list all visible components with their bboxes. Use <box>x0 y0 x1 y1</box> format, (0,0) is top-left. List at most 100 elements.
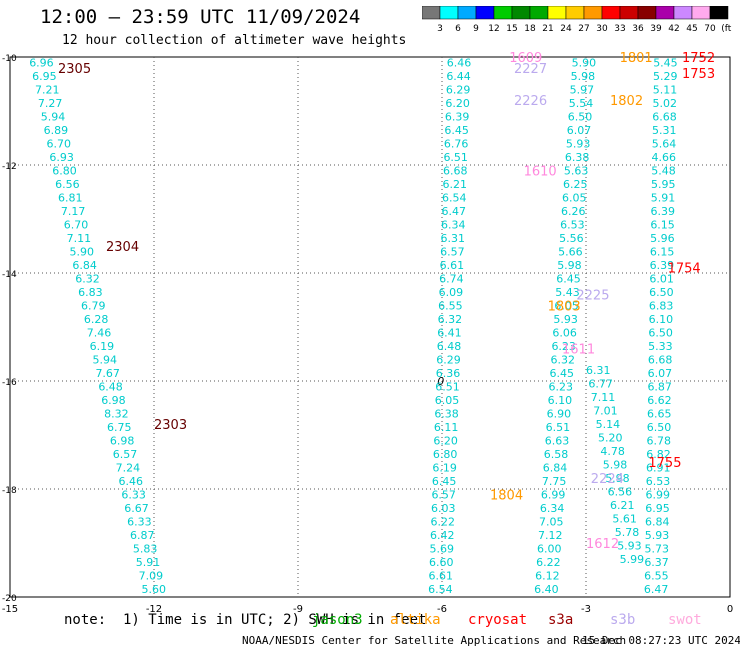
page-subtitle: 12 hour collection of altimeter wave hei… <box>62 33 407 48</box>
scale-tick-label: 27 <box>578 24 589 34</box>
wave-height-value: 6.80 <box>433 448 458 461</box>
wave-height-value: 6.39 <box>650 259 675 272</box>
wave-height-value: 6.78 <box>646 434 671 447</box>
wave-height-value: 6.07 <box>567 124 592 137</box>
scale-tick-label: 6 <box>455 24 461 34</box>
wave-height-value: 6.29 <box>436 353 461 366</box>
wave-height-value: 6.87 <box>647 380 672 393</box>
wave-height-value: 6.84 <box>72 259 97 272</box>
wave-height-value: 6.05 <box>435 394 460 407</box>
wave-height-value: 5.98 <box>557 259 582 272</box>
wave-height-value: 6.80 <box>52 164 77 177</box>
wave-height-value: 6.22 <box>536 556 561 569</box>
wave-height-value: 6.15 <box>650 245 675 258</box>
wave-height-value: 5.45 <box>653 56 678 69</box>
wave-height-value: 6.53 <box>646 475 671 488</box>
pass-time-label: 2304 <box>106 240 139 255</box>
wave-height-value: 7.21 <box>35 83 60 96</box>
wave-height-value: 6.48 <box>437 340 462 353</box>
wave-height-value: 6.29 <box>446 83 471 96</box>
wave-height-value: 6.38 <box>434 407 459 420</box>
scale-swatch <box>709 6 729 20</box>
pass-time-label: 1609 <box>509 51 542 66</box>
wave-height-value: 6.77 <box>588 378 613 391</box>
scale-tick-label: 42 <box>668 24 679 34</box>
wave-height-value: 6.26 <box>561 205 586 218</box>
wave-height-value: 6.34 <box>441 218 466 231</box>
wave-height-value: 6.12 <box>535 569 560 582</box>
wave-height-value: 6.84 <box>543 461 568 474</box>
wave-height-value: 6.76 <box>444 137 469 150</box>
pass-time-label: 2227 <box>514 62 547 77</box>
scale-swatch <box>422 6 441 20</box>
wave-height-value: 5.83 <box>133 542 158 555</box>
wave-height-value: 6.19 <box>432 461 457 474</box>
wave-height-value: 6.57 <box>440 245 465 258</box>
wave-height-value: 6.50 <box>648 326 673 339</box>
wave-height-value: 5.93 <box>566 137 591 150</box>
wave-height-value: 7.24 <box>116 461 141 474</box>
wave-height-value: 6.47 <box>442 205 467 218</box>
wave-height-value: 6.05 <box>562 191 587 204</box>
wave-height-value: 6.51 <box>435 380 460 393</box>
wave-height-value: 6.83 <box>649 299 674 312</box>
wave-height-value: 5.14 <box>596 418 621 431</box>
scale-swatch <box>583 6 603 20</box>
altimeter-tracks: 6.966.957.217.275.946.896.706.936.806.56… <box>29 56 678 596</box>
wave-height-value: 4.78 <box>600 445 625 458</box>
wave-height-value: 6.31 <box>441 232 466 245</box>
wave-height-value: 5.20 <box>598 432 623 445</box>
wave-height-value: 5.73 <box>645 542 670 555</box>
x-tick-label: -12 <box>146 604 162 615</box>
scale-swatch <box>565 6 585 20</box>
wave-height-value: 6.23 <box>551 340 576 353</box>
wave-height-value: 6.89 <box>44 124 69 137</box>
wave-height-value: 5.94 <box>93 353 118 366</box>
x-tick-label: 0 <box>727 604 733 615</box>
wave-height-value: 6.10 <box>548 394 573 407</box>
wave-height-value: 5.99 <box>620 553 645 566</box>
wave-height-value: 6.51 <box>443 151 468 164</box>
wave-height-value: 7.12 <box>538 529 563 542</box>
wave-height-value: 6.07 <box>648 367 673 380</box>
wave-height-value: 6.45 <box>556 272 581 285</box>
wave-height-value: 6.67 <box>124 502 148 515</box>
wave-height-value: 7.11 <box>67 232 92 245</box>
wave-height-value: 6.20 <box>433 434 458 447</box>
wave-height-value: 6.38 <box>565 151 590 164</box>
wave-height-value: 6.50 <box>647 421 672 434</box>
scale-swatch <box>493 6 513 20</box>
wave-height-value: 6.56 <box>608 486 633 499</box>
wave-height-value: 5.91 <box>136 556 161 569</box>
wave-height-value: 6.70 <box>46 137 70 150</box>
scale-swatch <box>637 6 657 20</box>
wave-height-value: 7.27 <box>38 97 63 110</box>
wave-height-value: 6.10 <box>649 313 674 326</box>
grid <box>9 56 731 598</box>
scale-tick-label: 45 <box>686 24 697 34</box>
pass-time-label: 2305 <box>58 62 91 77</box>
wave-height-value: 6.58 <box>544 448 569 461</box>
wave-height-value: 6.00 <box>537 542 562 555</box>
scale-tick-label: 18 <box>524 24 536 34</box>
wave-height-value: 6.90 <box>547 407 572 420</box>
wave-height-value: 6.31 <box>586 364 611 377</box>
pass-time-label: 1755 <box>648 456 681 471</box>
scale-swatch <box>475 6 495 20</box>
wave-height-value: 6.40 <box>534 583 559 596</box>
x-tick-label: -9 <box>293 604 303 615</box>
wave-height-value: 6.57 <box>113 448 138 461</box>
wave-height-value: 6.09 <box>439 286 464 299</box>
scale-tick-label: 12 <box>488 24 499 34</box>
wave-height-value: 6.11 <box>434 421 459 434</box>
scale-swatch <box>529 6 549 20</box>
scale-tick-label: 21 <box>542 24 553 34</box>
wave-height-value: 6.48 <box>98 380 123 393</box>
scale-tick-label: (ft) <box>721 24 732 34</box>
wave-height-value: 6.84 <box>645 515 670 528</box>
scale-swatch <box>601 6 621 20</box>
y-tick-label: -16 <box>2 378 17 388</box>
wave-height-value: 6.06 <box>552 326 577 339</box>
